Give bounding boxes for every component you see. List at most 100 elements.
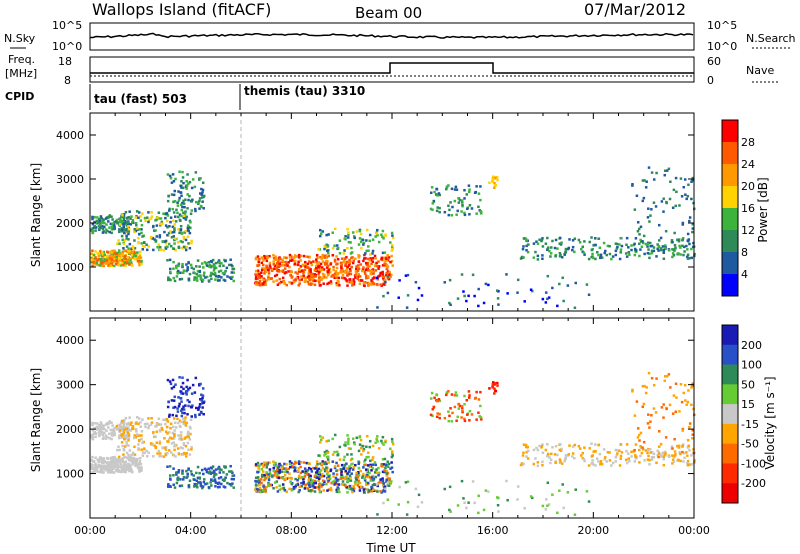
velocity-cell [436,399,439,403]
power-cell [345,268,348,272]
power-cell [180,194,183,198]
velocity-cell [325,469,329,472]
velocity-cell [122,424,126,427]
velocity-cell [348,484,352,488]
power-cell [264,256,267,260]
power-cell [359,263,362,266]
power-cell [448,208,451,212]
power-cell [681,238,684,241]
power-cell [307,271,311,275]
velocity-cell [665,374,669,378]
power-cell [681,237,685,240]
velocity-cell [100,422,103,426]
velocity-cell [335,479,339,482]
velocity-cell [325,482,328,486]
velocity-cell [94,432,98,435]
power-cell [175,208,178,212]
power-cell [325,262,329,266]
velocity-cell [172,417,176,420]
velocity-cell [118,448,121,452]
velocity-cell [175,481,179,485]
power-cell [367,275,370,278]
power-cell [536,254,540,258]
power-cell [112,223,116,227]
velocity-cell [388,477,391,480]
power-cell [355,267,358,271]
velocity-cell [455,394,459,397]
power-cell [547,246,550,249]
x-tick-label: 08:00 [275,524,307,537]
velocity-cell [327,461,331,464]
velocity-cell [383,457,387,461]
velocity-cell [462,497,465,500]
velocity-cell [556,511,559,515]
power-cell [125,237,128,240]
power-cell [317,266,320,269]
velocity-cell [129,469,132,472]
power-cell [110,251,113,254]
velocity-cell [636,436,640,439]
velocity-cell [124,470,127,474]
velocity-cell [213,478,217,481]
velocity-cell [100,460,103,463]
power-cell [122,218,126,221]
power-cell [597,253,600,257]
power-cell [435,209,439,213]
velocity-cell [169,422,173,425]
power-cell [135,210,139,213]
velocity-cell [690,454,693,457]
velocity-cell [176,417,179,421]
power-cell [284,260,287,264]
power-cell [114,262,118,266]
velocity-cell [687,389,690,392]
power-cell [335,266,339,270]
power-cell [494,184,498,187]
velocity-cell [186,472,189,476]
power-cell [318,234,322,238]
power-cell [467,294,470,298]
power-cell [262,259,265,262]
velocity-cell [179,397,183,400]
freq-frame [89,56,695,83]
velocity-cell [611,461,615,465]
velocity-cell [112,429,116,433]
velocity-cell [353,442,356,446]
power-cell [317,273,320,276]
velocity-cell [448,508,451,512]
power-cell [355,272,358,275]
power-cell [258,276,262,280]
power-cell [197,202,200,206]
velocity-cell [358,489,362,492]
power-cell [389,275,392,278]
power-cell [138,263,141,267]
velocity-cell [176,447,180,450]
power-cell [447,213,451,217]
power-cell [460,210,463,213]
power-cell [186,235,190,239]
velocity-cell [214,473,218,476]
power-cell [105,262,108,265]
velocity-cell [209,466,213,469]
velocity-cell [404,481,408,484]
power-cell [325,266,329,269]
power-cell [138,253,142,257]
velocity-cell [196,476,200,480]
velocity-cell [273,481,277,484]
velocity-cell [198,413,201,416]
velocity-cell [120,470,123,474]
velocity-cell [140,466,143,469]
velocity-cell [372,479,375,482]
velocity-cell [190,415,193,418]
velocity-cell [137,447,140,450]
velocity-cell [318,441,322,444]
power-cell [314,264,318,268]
velocity-cell [120,421,123,425]
velocity-cell [205,468,208,472]
velocity-cell [636,427,640,430]
power-cell [164,247,168,250]
velocity-cell [381,435,385,439]
velocity-cell [398,485,401,489]
velocity-cell [261,463,265,467]
velocity-cell [541,451,545,455]
velocity-cell [390,437,394,441]
